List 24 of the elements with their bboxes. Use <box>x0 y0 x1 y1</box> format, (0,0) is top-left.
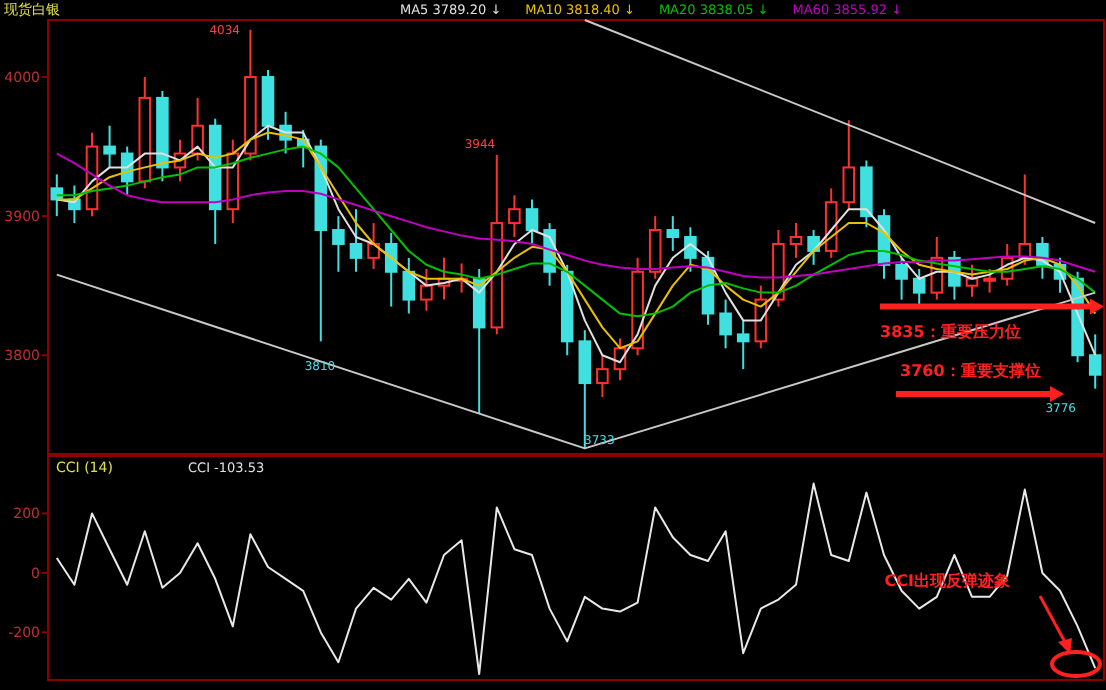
candlestick <box>666 215 680 252</box>
candlestick <box>525 198 539 245</box>
candlestick <box>420 267 433 312</box>
candlestick <box>684 226 697 273</box>
candlestick <box>842 119 856 211</box>
candlestick <box>508 194 521 238</box>
candlestick <box>191 96 204 162</box>
candlestick <box>103 124 116 169</box>
candlestick <box>332 215 345 273</box>
candlestick <box>912 267 926 308</box>
candlestick <box>807 229 820 266</box>
candlestick <box>367 222 380 270</box>
candlestick <box>1088 333 1102 390</box>
candlestick <box>895 256 908 301</box>
candlestick <box>596 354 609 398</box>
candlestick <box>736 319 750 371</box>
candlestick <box>349 208 363 273</box>
candlestick <box>648 215 662 280</box>
candlestick <box>789 222 803 259</box>
candlestick <box>983 267 996 294</box>
candlestick <box>402 256 416 315</box>
candlestick <box>965 263 979 298</box>
annotation: 3760：重要支撑位 <box>900 362 1041 380</box>
candlestick <box>719 298 732 350</box>
